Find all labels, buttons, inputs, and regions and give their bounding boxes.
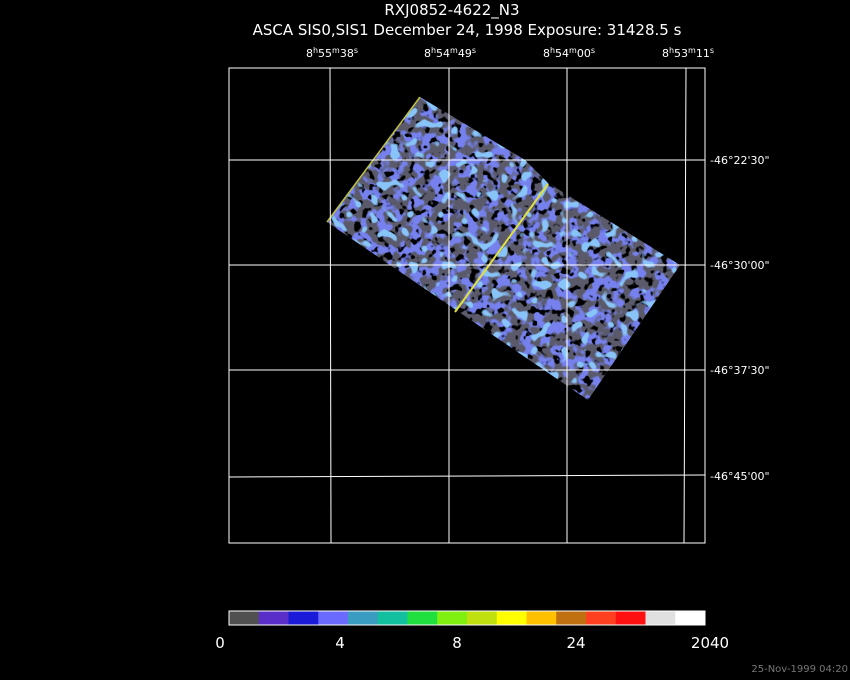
colorbar-swatch bbox=[437, 611, 468, 625]
ra-label: 8h54m00s bbox=[543, 46, 595, 60]
ra-value: 54 bbox=[436, 47, 450, 60]
ra-value: 11 bbox=[696, 47, 710, 60]
colorbar-label: 4 bbox=[335, 634, 345, 652]
colorbar-swatch bbox=[348, 611, 379, 625]
ra-value: 8 bbox=[306, 47, 313, 60]
colorbar-label: 8 bbox=[452, 634, 462, 652]
dec-label: -46°37'30" bbox=[710, 364, 770, 377]
grid-line bbox=[683, 67, 687, 544]
colorbar-label: 24 bbox=[566, 634, 585, 652]
colorbar-swatch bbox=[615, 611, 646, 625]
ra-unit: h bbox=[550, 46, 555, 55]
colorbar-swatch bbox=[377, 611, 408, 625]
grid-line bbox=[329, 67, 332, 544]
ra-unit: s bbox=[472, 46, 476, 55]
ra-value: 8 bbox=[662, 47, 669, 60]
colorbar-swatch bbox=[258, 611, 289, 625]
dec-label: -46°30'00" bbox=[710, 259, 770, 272]
ra-value: 49 bbox=[458, 47, 472, 60]
colorbar-swatch bbox=[288, 611, 319, 625]
subtitle: ASCA SIS0,SIS1 December 24, 1998 Exposur… bbox=[253, 21, 682, 39]
colorbar-swatch bbox=[645, 611, 676, 625]
ra-value: 8 bbox=[543, 47, 550, 60]
dec-label: -46°22'30" bbox=[710, 154, 770, 167]
colorbar-label: 0 bbox=[215, 634, 225, 652]
colorbar-swatch bbox=[467, 611, 498, 625]
ra-label: 8h54m49s bbox=[424, 46, 476, 60]
colorbar-swatch bbox=[526, 611, 557, 625]
ra-value: 54 bbox=[555, 47, 569, 60]
ra-unit: h bbox=[313, 46, 318, 55]
colorbar-swatch bbox=[318, 611, 349, 625]
ra-unit: s bbox=[710, 46, 714, 55]
ra-label: 8h53m11s bbox=[662, 46, 714, 60]
ra-unit: m bbox=[688, 46, 696, 55]
ra-unit: s bbox=[354, 46, 358, 55]
colorbar bbox=[228, 610, 706, 626]
coordinate-grid bbox=[228, 67, 706, 544]
colorbar-frame bbox=[228, 610, 706, 626]
colorbar-swatch bbox=[496, 611, 527, 625]
ra-label: 8h55m38s bbox=[306, 46, 358, 60]
ra-value: 38 bbox=[340, 47, 354, 60]
colorbar-swatch bbox=[586, 611, 617, 625]
ra-unit: m bbox=[332, 46, 340, 55]
ra-value: 55 bbox=[318, 47, 332, 60]
colorbar-swatch bbox=[675, 611, 706, 625]
ra-value: 8 bbox=[424, 47, 431, 60]
ra-unit: s bbox=[591, 46, 595, 55]
timestamp: 25-Nov-1999 04:20 bbox=[751, 664, 848, 675]
ra-unit: h bbox=[431, 46, 436, 55]
detector-edge bbox=[454, 183, 549, 313]
ra-unit: h bbox=[669, 46, 674, 55]
ra-value: 53 bbox=[674, 47, 688, 60]
colorbar-swatch bbox=[556, 611, 587, 625]
frame bbox=[228, 67, 706, 544]
ra-unit: m bbox=[450, 46, 458, 55]
colorbar-swatch bbox=[229, 611, 260, 625]
ra-unit: m bbox=[569, 46, 577, 55]
grid-line bbox=[228, 474, 706, 478]
ra-value: 00 bbox=[577, 47, 591, 60]
title: RXJ0852-4622_N3 bbox=[384, 1, 519, 20]
colorbar-swatch bbox=[407, 611, 438, 625]
ra-labels: 8h55m38s 8h54m49s 8h54m00s 8h53m11s bbox=[306, 46, 714, 60]
colorbar-label: 2040 bbox=[691, 634, 729, 652]
dec-label: -46°45'00" bbox=[710, 470, 770, 483]
